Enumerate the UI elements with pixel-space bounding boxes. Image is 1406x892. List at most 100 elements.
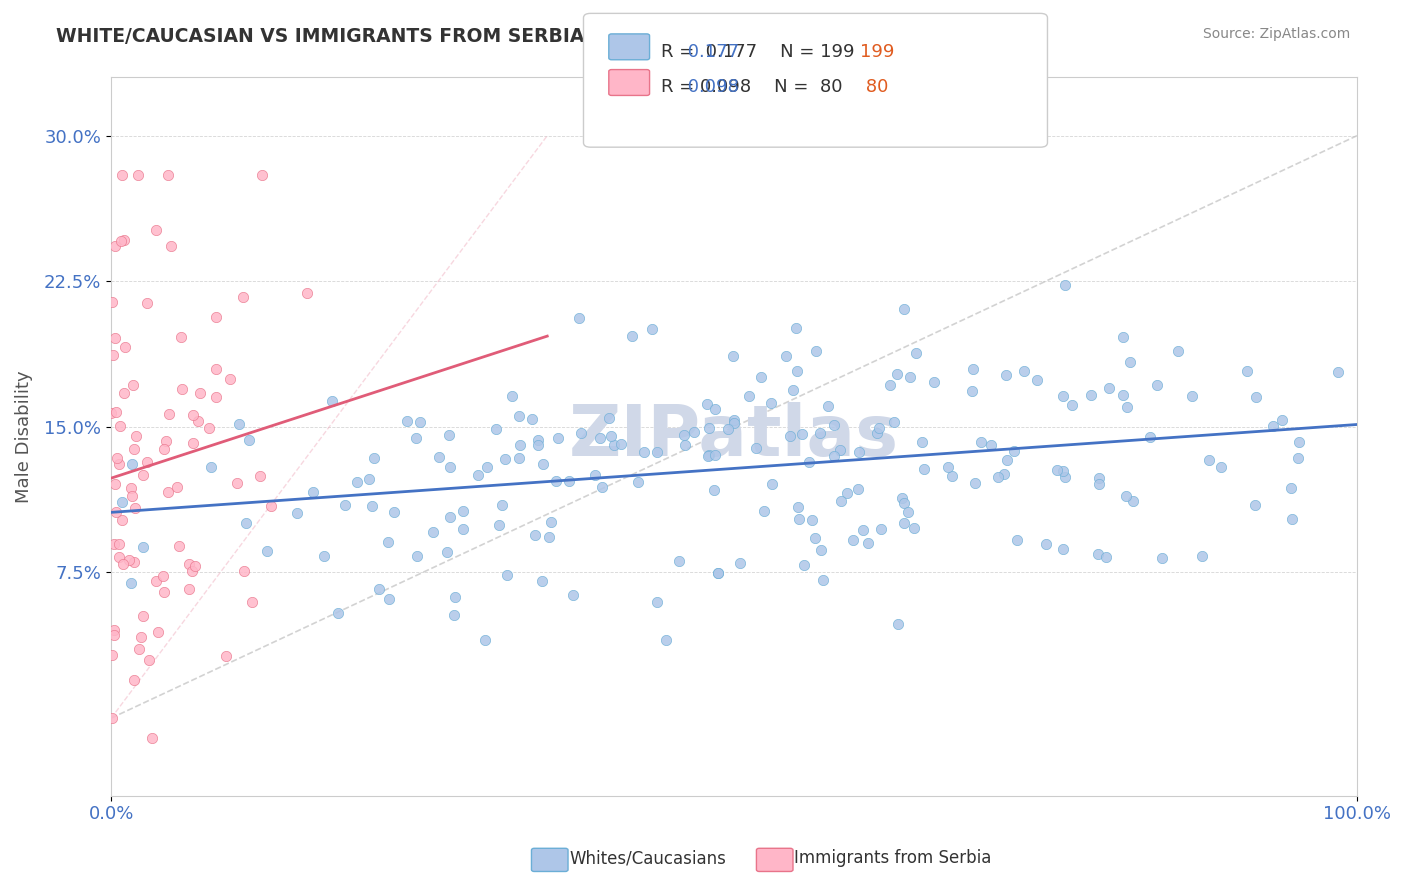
Point — [1060, 398, 1083, 412]
Point — [1115, 489, 1137, 503]
Point — [170, 382, 193, 396]
Point — [160, 238, 183, 252]
Point — [707, 566, 730, 580]
Point — [422, 525, 444, 540]
Point — [1167, 344, 1189, 359]
Point — [697, 421, 720, 435]
Point — [1088, 471, 1111, 485]
Point — [893, 496, 915, 510]
Point — [121, 378, 143, 392]
Point — [683, 425, 706, 439]
Point — [187, 414, 209, 428]
Point — [121, 489, 143, 503]
Point — [474, 633, 496, 648]
Point — [129, 630, 152, 644]
Point — [1122, 494, 1144, 508]
Point — [879, 378, 901, 392]
Point — [1054, 277, 1077, 292]
Point — [409, 415, 432, 429]
Point — [846, 482, 869, 496]
Point — [328, 607, 350, 621]
Point — [111, 513, 134, 527]
Point — [995, 368, 1018, 383]
Point — [121, 481, 143, 495]
Point — [813, 573, 835, 587]
Point — [155, 434, 177, 448]
Point — [1052, 541, 1074, 556]
Point — [1191, 549, 1213, 563]
Point — [104, 239, 127, 253]
Point — [105, 451, 128, 466]
Point — [249, 469, 271, 483]
Point — [101, 349, 124, 363]
Point — [600, 428, 623, 442]
Point — [697, 448, 720, 462]
Point — [101, 711, 124, 725]
Point — [122, 555, 145, 569]
Point — [837, 486, 859, 500]
Point — [749, 369, 772, 384]
Point — [128, 641, 150, 656]
Point — [869, 522, 891, 536]
Point — [485, 422, 508, 436]
Point — [228, 417, 250, 432]
Point — [668, 554, 690, 568]
Point — [817, 399, 839, 413]
Point — [118, 553, 141, 567]
Point — [963, 476, 986, 491]
Point — [1088, 476, 1111, 491]
Point — [842, 533, 865, 548]
Point — [1012, 364, 1035, 378]
Point — [259, 499, 281, 513]
Point — [1281, 511, 1303, 525]
Point — [527, 438, 550, 452]
Point — [868, 421, 890, 435]
Point — [167, 539, 190, 553]
Point — [1236, 364, 1258, 378]
Point — [697, 449, 720, 463]
Point — [218, 372, 240, 386]
Point — [240, 595, 263, 609]
Point — [1046, 463, 1069, 477]
Point — [1139, 429, 1161, 443]
Point — [537, 530, 560, 544]
Text: R = 0.098    N =  80: R = 0.098 N = 80 — [661, 78, 842, 96]
Point — [526, 434, 548, 448]
Point — [775, 349, 797, 363]
Point — [641, 322, 664, 336]
Point — [547, 431, 569, 445]
Point — [205, 362, 228, 376]
Point — [1271, 412, 1294, 426]
Point — [561, 588, 583, 602]
Point — [166, 481, 188, 495]
Point — [823, 417, 845, 432]
Point — [132, 540, 155, 554]
Point — [135, 296, 157, 310]
Point — [169, 329, 191, 343]
Point — [987, 469, 1010, 483]
Point — [405, 431, 427, 445]
Point — [808, 426, 831, 441]
Point — [302, 484, 325, 499]
Point — [111, 168, 134, 182]
Point — [188, 385, 211, 400]
Text: 0.098: 0.098 — [682, 78, 738, 96]
Point — [886, 367, 908, 381]
Point — [346, 475, 368, 490]
Point — [1244, 390, 1267, 404]
Point — [717, 422, 740, 436]
Point — [121, 457, 143, 471]
Point — [1119, 355, 1142, 369]
Point — [782, 383, 804, 397]
Point — [673, 427, 696, 442]
Point — [911, 434, 934, 449]
Point — [583, 467, 606, 482]
Point — [198, 421, 221, 435]
Point — [779, 429, 801, 443]
Point — [893, 301, 915, 316]
Point — [122, 442, 145, 456]
Text: ZIPatlas: ZIPatlas — [569, 402, 900, 471]
Point — [157, 485, 180, 500]
Point — [333, 499, 356, 513]
Point — [941, 468, 963, 483]
